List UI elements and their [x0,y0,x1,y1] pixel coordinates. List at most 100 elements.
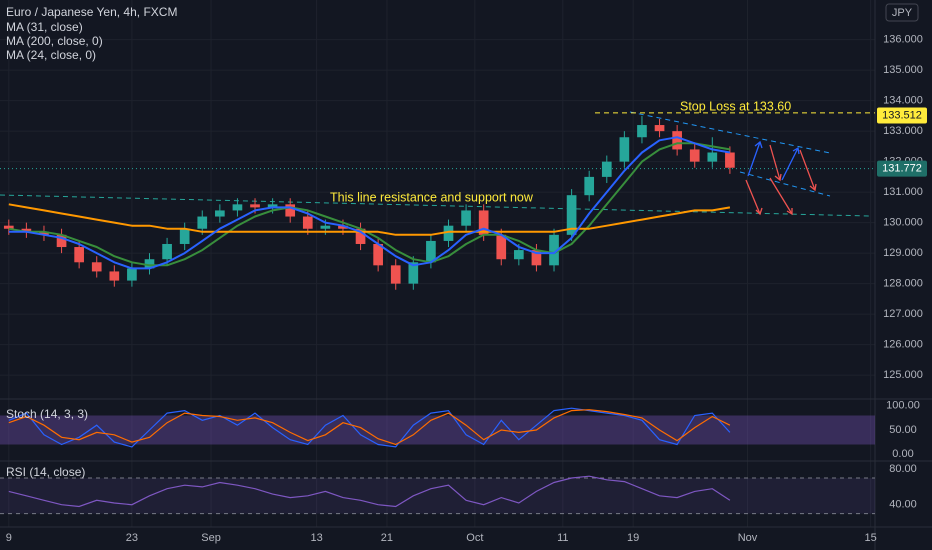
candle-body [127,268,137,281]
y-tick-label: 134.000 [883,95,923,107]
arrow [747,141,761,177]
legend-entry: MA (200, close, 0) [6,34,103,48]
y-tick-label: 50.00 [889,424,917,436]
candle-body [109,271,120,281]
rsi-line [8,475,731,508]
candle-body [373,243,383,266]
y-tick-label: 40.00 [889,499,917,511]
arrow-head [755,207,763,216]
candle-body [619,137,630,162]
price-label-box [877,107,927,124]
pane-label: RSI (14, close) [6,465,85,479]
candle-body [355,228,366,244]
y-tick-label: 100.00 [886,400,920,412]
pane-label: Stoch (14, 3, 3) [6,407,88,421]
candle-body [320,225,331,229]
candle-body [39,231,49,235]
annotation: This line resistance and support now [330,190,534,204]
channel-top [629,111,831,154]
arrow [745,179,761,215]
candle-body [21,228,32,232]
arrow [799,149,816,191]
chart-title: Euro / Japanese Yen, 4h, FXCM [6,5,177,19]
channel-bottom [739,171,831,197]
arrow-head [754,140,763,149]
y-tick-label: 135.000 [883,64,923,76]
candle-body [3,225,14,229]
arrow-head [786,208,793,216]
y-tick-label: 133.000 [883,125,923,137]
x-tick-label: 9 [6,532,12,544]
candle-body [478,210,489,235]
drawings [0,111,871,217]
candle-body [549,234,559,266]
y-tick-label: 129.000 [883,247,923,259]
x-tick-label: Oct [466,532,483,544]
candle-body [56,234,67,248]
annotation: Stop Loss at 133.60 [680,99,791,113]
y-tick-label: 127.000 [883,308,923,320]
candle-body [426,240,436,263]
y-tick-label: 80.00 [889,463,917,475]
x-tick-label: 19 [627,532,639,544]
arrow-head [774,173,782,182]
support-line [0,194,871,217]
x-tick-label: Nov [738,532,758,544]
ma-line [8,203,731,236]
x-tick-label: 23 [126,532,138,544]
candle-body [672,131,682,150]
candle-body [390,265,401,284]
x-tick-label: 21 [381,532,393,544]
candle-body [443,225,454,241]
stoch-line [8,407,731,448]
arrow-head [809,183,817,192]
candle-body [215,210,225,217]
arrow [769,177,793,215]
x-tick-label: 11 [557,532,568,544]
grid [0,0,875,527]
arrow [781,147,799,181]
ma-line [8,136,731,270]
candle-body [707,152,718,162]
candle-body [144,259,155,269]
y-tick-label: 130.000 [883,217,923,229]
candle-body [197,216,208,229]
candle-body [267,204,278,208]
arrow [769,144,781,181]
candle-body [232,204,243,211]
price-label: 133.512 [882,109,922,121]
y-tick-label: 125.000 [883,369,923,381]
candle-body [285,204,296,217]
candle-body [179,228,190,244]
currency[interactable]: JPY [892,7,913,19]
candle-body [725,152,735,168]
y-tick-label: 126.000 [883,339,923,351]
ma-line [8,142,731,267]
currency-box[interactable] [885,3,919,22]
rsi-band [0,478,875,514]
candle-body [566,195,577,235]
candle-body [302,216,313,229]
y-tick-label: 128.000 [883,278,923,290]
price-label: 131.772 [882,162,922,174]
candle-body [162,243,172,260]
candle-body [74,247,84,263]
y-tick-label: 0.00 [892,448,913,460]
candle-body [637,125,647,138]
y-tick-label: 131.000 [883,186,923,198]
legend-entry: MA (31, close) [6,20,83,34]
candle-body [91,262,102,272]
candle-body [408,262,419,284]
stoch-line [8,409,731,446]
candle-body [531,250,542,266]
candle-body [601,161,612,177]
plot [0,112,875,515]
stoch-band [0,415,875,445]
candle-body [496,234,507,260]
arrow-head [792,146,800,155]
candle-body [654,125,665,132]
candle-body [461,210,471,226]
x-tick-label: 13 [310,532,322,544]
candle-body [514,250,524,260]
